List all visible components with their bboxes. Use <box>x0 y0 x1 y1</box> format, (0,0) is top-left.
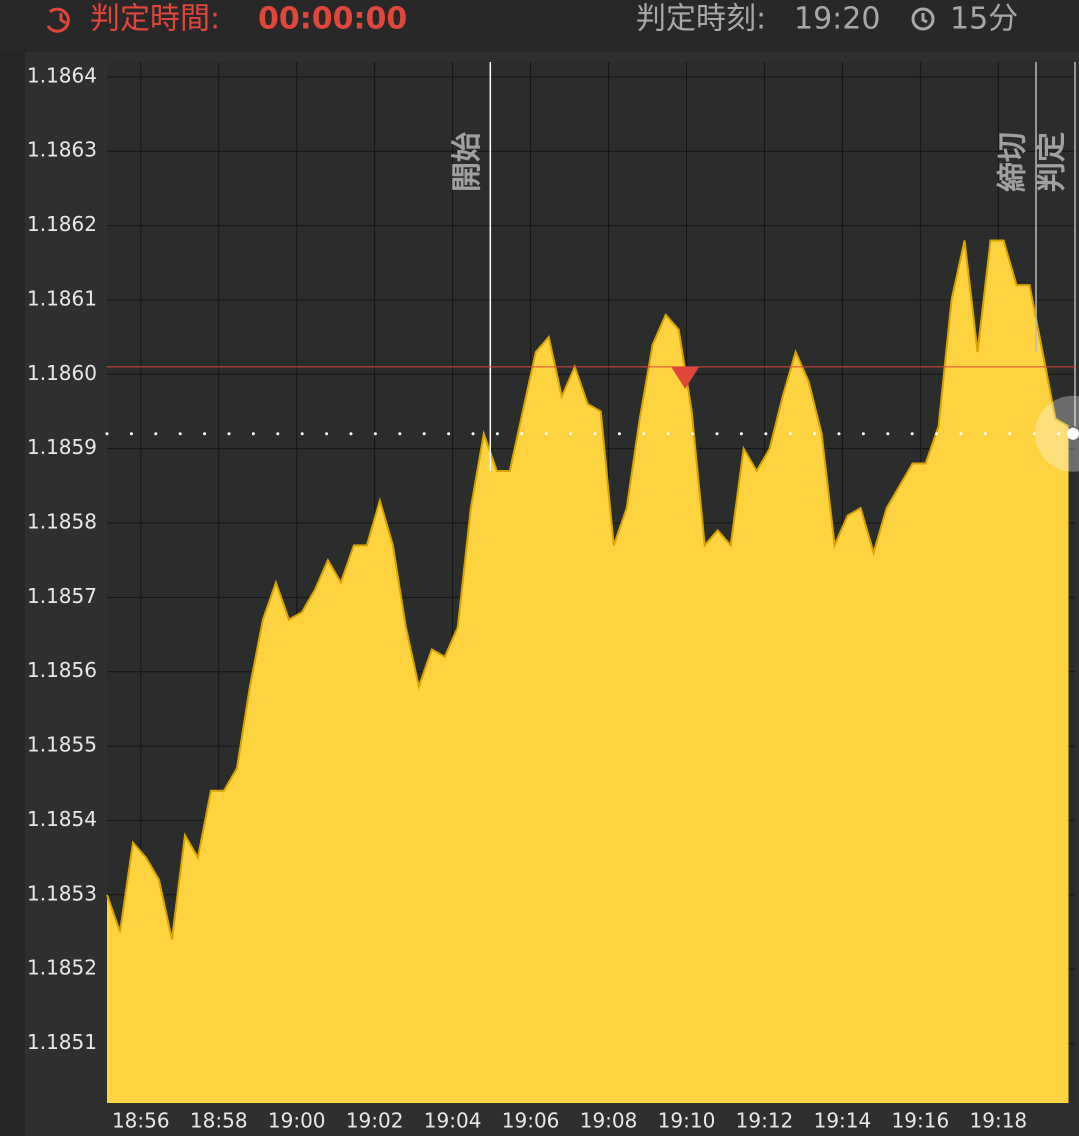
left-strip <box>0 52 25 1136</box>
y-tick-label: 1.1852 <box>27 956 97 980</box>
time-line-label: 判定 <box>1035 132 1070 192</box>
y-tick-label: 1.1851 <box>27 1030 97 1054</box>
clock-hands <box>921 13 928 24</box>
y-tick-label: 1.1859 <box>27 435 97 459</box>
y-tick-label: 1.1863 <box>27 138 97 162</box>
clock-face <box>911 7 935 31</box>
y-tick-label: 1.1864 <box>27 63 97 87</box>
y-tick-label: 1.1858 <box>27 510 97 534</box>
y-tick-label: 1.1855 <box>27 733 97 757</box>
price-line <box>106 239 1069 940</box>
x-tick-label: 19:06 <box>502 1109 560 1133</box>
x-tick-label: 19:16 <box>892 1109 950 1133</box>
x-tick-label: 19:00 <box>268 1109 326 1133</box>
y-tick-label: 1.1862 <box>27 212 97 236</box>
x-tick-label: 19:02 <box>346 1109 404 1133</box>
y-tick-label: 1.1861 <box>27 286 97 310</box>
x-tick-label: 19:10 <box>658 1109 716 1133</box>
y-tick-label: 1.1853 <box>27 881 97 905</box>
time-line-label: 開始 <box>450 132 485 192</box>
entry-marker <box>671 366 700 389</box>
x-tick-label: 18:58 <box>190 1109 248 1133</box>
duration: 15分 <box>950 2 1018 37</box>
countdown: 00:00:00 <box>258 2 407 37</box>
x-tick-label: 18:56 <box>112 1109 170 1133</box>
countdown-label: 判定時間: <box>90 2 220 37</box>
x-tick-label: 19:14 <box>814 1109 872 1133</box>
x-tick-label: 19:04 <box>424 1109 482 1133</box>
history-hands <box>59 13 67 25</box>
history-icon <box>46 7 70 33</box>
y-tick-label: 1.1856 <box>27 658 97 682</box>
y-tick-label: 1.1860 <box>27 361 97 385</box>
x-tick-label: 19:12 <box>736 1109 794 1133</box>
header-bar <box>0 0 1079 52</box>
time-line-label: 締切 <box>996 132 1031 192</box>
current-glow <box>1035 395 1079 472</box>
current-dot <box>1067 427 1079 440</box>
x-tick-label: 19:08 <box>580 1109 638 1133</box>
judge-time-label: 判定時刻: <box>636 2 766 37</box>
judge-time: 19:20 <box>794 2 880 37</box>
area <box>107 240 1069 1103</box>
y-tick-label: 1.1857 <box>27 584 97 608</box>
history-arc <box>46 7 70 33</box>
clock-icon <box>911 7 935 31</box>
y-tick-label: 1.1854 <box>27 807 97 831</box>
x-tick-label: 19:18 <box>970 1109 1028 1133</box>
